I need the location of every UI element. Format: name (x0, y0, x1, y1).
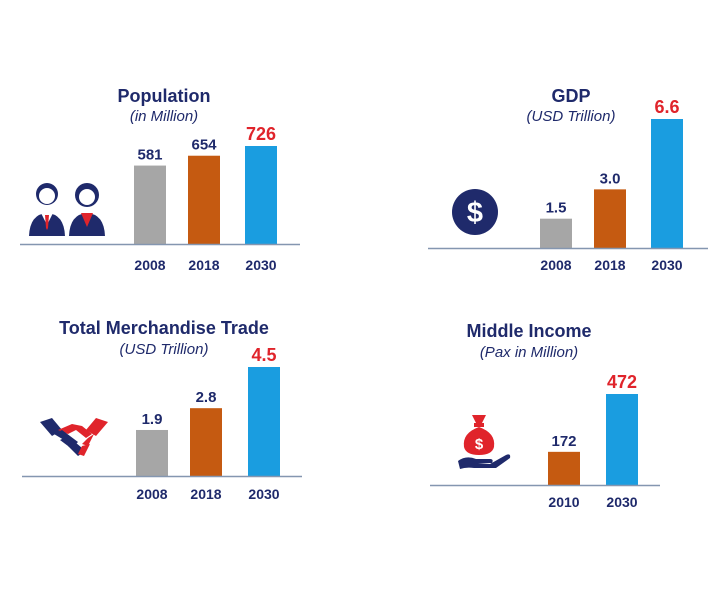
category-label: 2008 (136, 486, 167, 502)
bar-2030 (651, 119, 683, 248)
bar-2008 (134, 165, 166, 244)
category-label: 2018 (190, 486, 221, 502)
chart-title: GDP (551, 86, 591, 106)
value-label: 472 (607, 372, 637, 392)
value-label: 172 (551, 433, 576, 450)
population-chart: 581 2008 654 2018 726 2030 (20, 124, 300, 273)
chart-title: Total Merchandise Trade (59, 318, 269, 338)
bar-2010 (548, 451, 580, 485)
chart-subtitle: (USD Trillion) (119, 341, 209, 358)
middle-income-chart: 172 2010 472 2030 (430, 372, 660, 510)
bar-2030 (245, 146, 277, 244)
chart-title: Population (117, 86, 211, 106)
population-panel: Population (in Million) 581 2008 654 2018 72… (0, 0, 364, 301)
value-label: 654 (191, 137, 217, 154)
value-label: 1.9 (142, 411, 163, 428)
bar-2008 (540, 218, 572, 248)
chart-subtitle: (in Million) (129, 108, 199, 125)
category-label: 2030 (606, 494, 637, 510)
value-label: 4.5 (251, 345, 276, 365)
category-label: 2018 (188, 257, 219, 273)
bar-2018 (188, 155, 220, 244)
gdp-panel: GDP (USD Trillion) $ 1.5 2008 3.0 2018 6.6 20… (364, 0, 728, 301)
chart-subtitle: (Pax in Million) (479, 344, 579, 361)
trade-panel: Total Merchandise Trade (USD Trillion) 1… (0, 301, 364, 602)
category-label: 2008 (540, 257, 571, 273)
money-bag-hand-icon: $ (456, 411, 512, 471)
value-label: 2.8 (196, 389, 217, 406)
bar-2030 (606, 394, 638, 485)
value-label: 581 (137, 147, 162, 164)
gdp-chart: 1.5 2008 3.0 2018 6.6 2030 (428, 97, 708, 273)
chart-subtitle: (USD Trillion) (526, 108, 616, 125)
bar-2008 (136, 429, 168, 476)
value-label: 3.0 (600, 170, 621, 187)
category-label: 2008 (134, 257, 165, 273)
category-label: 2030 (245, 257, 276, 273)
dollar-coin-icon: $ (452, 189, 498, 235)
bar-2018 (190, 408, 222, 476)
bar-2018 (594, 189, 626, 248)
category-label: 2010 (548, 494, 579, 510)
category-label: 2018 (594, 257, 625, 273)
people-icon (28, 180, 106, 238)
value-label: 726 (246, 124, 276, 144)
middle-income-panel: Middle Income (Pax in Million) $ 172 2010… (364, 301, 728, 602)
category-label: 2030 (248, 486, 279, 502)
trade-chart: 1.9 2008 2.8 2018 4.5 2030 (22, 345, 302, 502)
value-label: 1.5 (546, 200, 567, 217)
chart-title: Middle Income (466, 321, 592, 341)
svg-text:$: $ (475, 436, 484, 453)
handshake-icon (38, 416, 110, 460)
bar-2030 (248, 367, 280, 476)
svg-text:$: $ (467, 197, 483, 229)
category-label: 2030 (651, 257, 682, 273)
value-label: 6.6 (654, 97, 679, 117)
